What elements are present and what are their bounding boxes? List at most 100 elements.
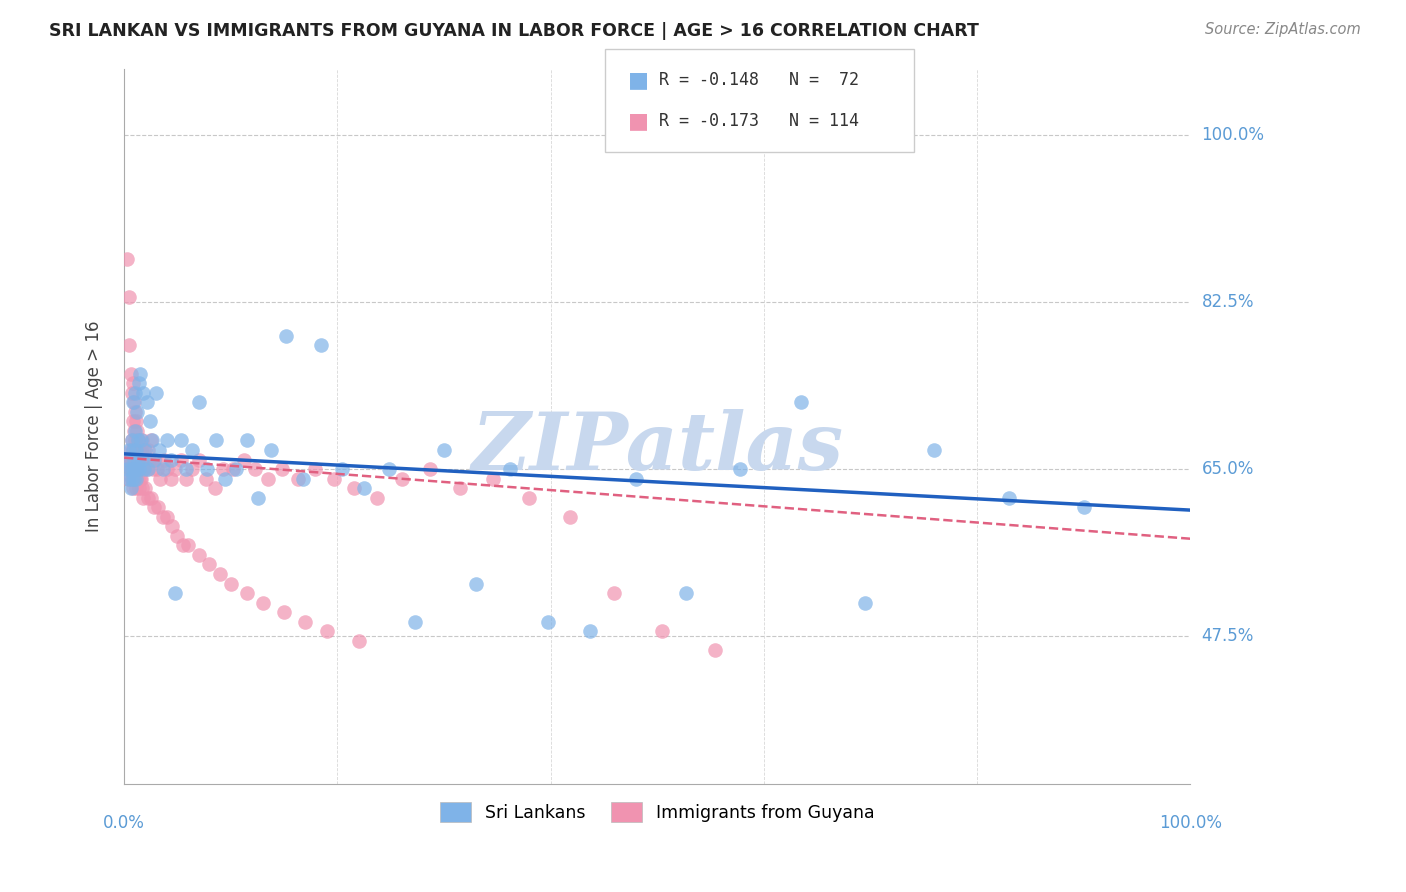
Point <box>117 452 139 467</box>
Point <box>122 462 145 476</box>
Point <box>650 624 672 639</box>
Point <box>117 462 139 476</box>
Point <box>121 376 143 391</box>
Point <box>122 452 145 467</box>
Point <box>187 395 209 409</box>
Point <box>127 472 149 486</box>
Point <box>195 462 218 476</box>
Point <box>347 633 370 648</box>
Point <box>128 481 150 495</box>
Point <box>125 443 148 458</box>
Point <box>181 462 204 476</box>
Point <box>121 452 143 467</box>
Point <box>129 443 152 458</box>
Point <box>129 452 152 467</box>
Point <box>131 434 153 448</box>
Point <box>118 338 141 352</box>
Point <box>294 615 316 629</box>
Point <box>121 414 143 428</box>
Text: 100.0%: 100.0% <box>1159 814 1222 832</box>
Point <box>366 491 388 505</box>
Point <box>129 472 152 486</box>
Point <box>118 472 141 486</box>
Point <box>121 443 143 458</box>
Point <box>449 481 471 495</box>
Point <box>124 462 146 476</box>
Point <box>131 481 153 495</box>
Point <box>187 452 209 467</box>
Point <box>125 414 148 428</box>
Point <box>998 491 1021 505</box>
Point <box>172 538 194 552</box>
Point <box>125 481 148 495</box>
Point <box>125 405 148 419</box>
Point <box>120 462 142 476</box>
Point <box>579 624 602 639</box>
Point <box>177 538 200 552</box>
Point <box>160 519 183 533</box>
Point <box>120 443 142 458</box>
Point <box>156 434 179 448</box>
Point <box>118 452 141 467</box>
Point <box>125 443 148 458</box>
Point <box>143 452 166 467</box>
Text: ZIPatlas: ZIPatlas <box>471 409 844 486</box>
Point <box>127 434 149 448</box>
Point <box>128 443 150 458</box>
Point <box>537 615 560 629</box>
Point <box>433 443 456 458</box>
Point <box>121 395 143 409</box>
Point <box>165 462 187 476</box>
Point <box>129 434 152 448</box>
Point <box>132 385 155 400</box>
Point <box>391 472 413 486</box>
Point <box>222 462 245 476</box>
Point <box>174 462 197 476</box>
Point <box>311 338 333 352</box>
Point <box>152 462 174 476</box>
Point <box>122 452 145 467</box>
Point <box>125 472 148 486</box>
Y-axis label: In Labor Force | Age > 16: In Labor Force | Age > 16 <box>86 320 103 532</box>
Text: 82.5%: 82.5% <box>1202 293 1254 311</box>
Point <box>160 472 183 486</box>
Point <box>404 615 426 629</box>
Point <box>353 481 375 495</box>
Point <box>135 395 157 409</box>
Point <box>138 452 160 467</box>
Point <box>118 443 141 458</box>
Legend: Sri Lankans, Immigrants from Guyana: Sri Lankans, Immigrants from Guyana <box>433 795 882 829</box>
Point <box>276 328 298 343</box>
Point <box>136 491 159 505</box>
Point <box>128 462 150 476</box>
Text: ■: ■ <box>628 111 650 131</box>
Point <box>120 481 142 495</box>
Point <box>160 452 183 467</box>
Point <box>124 424 146 438</box>
Point <box>124 405 146 419</box>
Point <box>121 434 143 448</box>
Point <box>128 376 150 391</box>
Text: 0.0%: 0.0% <box>103 814 145 832</box>
Point <box>121 462 143 476</box>
Point <box>730 462 752 476</box>
Point <box>205 434 228 448</box>
Point <box>124 434 146 448</box>
Point <box>166 529 188 543</box>
Point <box>134 443 156 458</box>
Point <box>377 462 399 476</box>
Point <box>134 481 156 495</box>
Text: R = -0.148   N =  72: R = -0.148 N = 72 <box>659 70 859 88</box>
Point <box>124 472 146 486</box>
Point <box>245 462 267 476</box>
Point <box>131 452 153 467</box>
Point <box>214 472 236 486</box>
Point <box>117 252 139 267</box>
Point <box>121 481 143 495</box>
Point <box>1073 500 1095 515</box>
Point <box>252 596 274 610</box>
Point <box>156 462 179 476</box>
Point <box>129 462 152 476</box>
Point <box>235 434 257 448</box>
Point <box>330 462 353 476</box>
